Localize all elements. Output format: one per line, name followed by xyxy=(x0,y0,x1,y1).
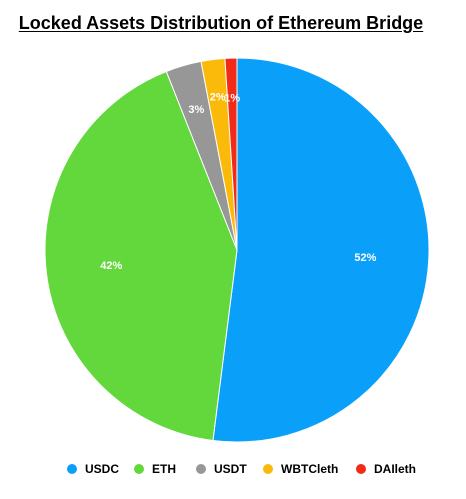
pie-slice-daileth xyxy=(224,57,238,251)
legend-dot-wbtcleth xyxy=(263,464,273,474)
legend-item-usdt: USDT xyxy=(196,458,247,480)
legend-item-eth: ETH xyxy=(134,458,176,480)
legend: USDC ETH USDT WBTCleth DAIleth xyxy=(0,458,466,480)
pie-slices xyxy=(44,57,430,443)
slice-label-eth: 42% xyxy=(100,260,122,272)
legend-item-daileth: DAIleth xyxy=(356,458,416,480)
chart-title: Locked Assets Distribution of Ethereum B… xyxy=(18,13,424,33)
slice-label-wbtcleth: 2% xyxy=(210,92,226,104)
legend-dot-eth xyxy=(134,464,144,474)
legend-label-daileth: DAIleth xyxy=(374,462,416,476)
pie-slice-eth xyxy=(44,70,238,442)
legend-item-usdc: USDC xyxy=(67,458,119,480)
legend-label-eth: ETH xyxy=(152,462,176,476)
legend-dot-usdc xyxy=(67,464,77,474)
legend-label-usdc: USDC xyxy=(85,462,120,476)
slice-label-usdt: 3% xyxy=(188,104,204,116)
pie-labels: 52% 42% 3% 2%1% xyxy=(100,92,376,272)
legend-dot-daileth xyxy=(356,464,366,474)
legend-label-wbtcleth: WBTCleth xyxy=(281,462,339,476)
slice-label-daileth: 1% xyxy=(224,92,240,104)
pie-slice-usdc xyxy=(212,57,430,443)
legend-dot-usdt xyxy=(196,464,206,474)
legend-item-wbtcleth: WBTCleth xyxy=(263,458,338,480)
legend-label-usdt: USDT xyxy=(214,462,247,476)
slice-label-usdc: 52% xyxy=(354,252,376,264)
